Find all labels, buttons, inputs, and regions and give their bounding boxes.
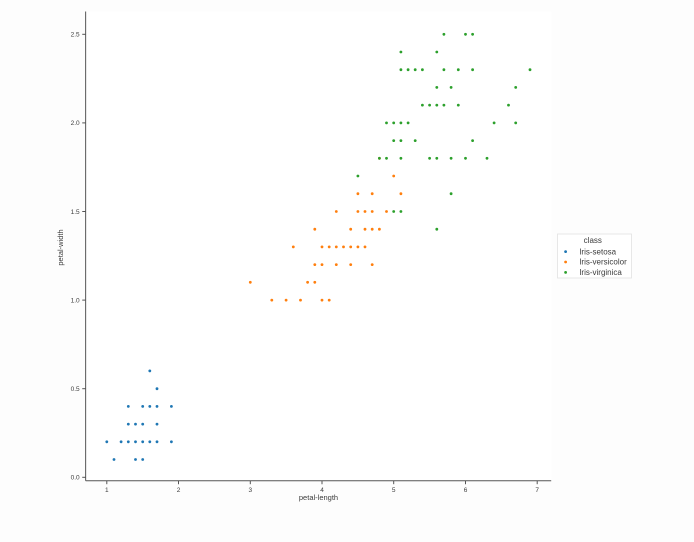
svg-text:2.0: 2.0 (71, 120, 80, 127)
svg-text:1.0: 1.0 (71, 297, 80, 304)
svg-text:2: 2 (177, 487, 181, 494)
svg-text:7: 7 (535, 487, 539, 494)
svg-text:4: 4 (320, 487, 324, 494)
svg-text:Iris-virginica: Iris-virginica (579, 268, 622, 277)
svg-text:0.0: 0.0 (71, 475, 80, 482)
svg-text:0.5: 0.5 (71, 386, 80, 393)
svg-text:Iris-setosa: Iris-setosa (579, 247, 616, 256)
svg-text:petal-width: petal-width (56, 229, 65, 265)
svg-text:Iris-versicolor: Iris-versicolor (579, 258, 627, 267)
svg-text:1: 1 (105, 487, 109, 494)
svg-text:3: 3 (248, 487, 252, 494)
svg-text:2.5: 2.5 (71, 32, 80, 39)
svg-text:petal-length: petal-length (299, 493, 338, 502)
svg-text:5: 5 (392, 487, 396, 494)
svg-text:6: 6 (464, 487, 468, 494)
svg-text:class: class (584, 236, 602, 245)
svg-text:1.5: 1.5 (71, 209, 80, 216)
